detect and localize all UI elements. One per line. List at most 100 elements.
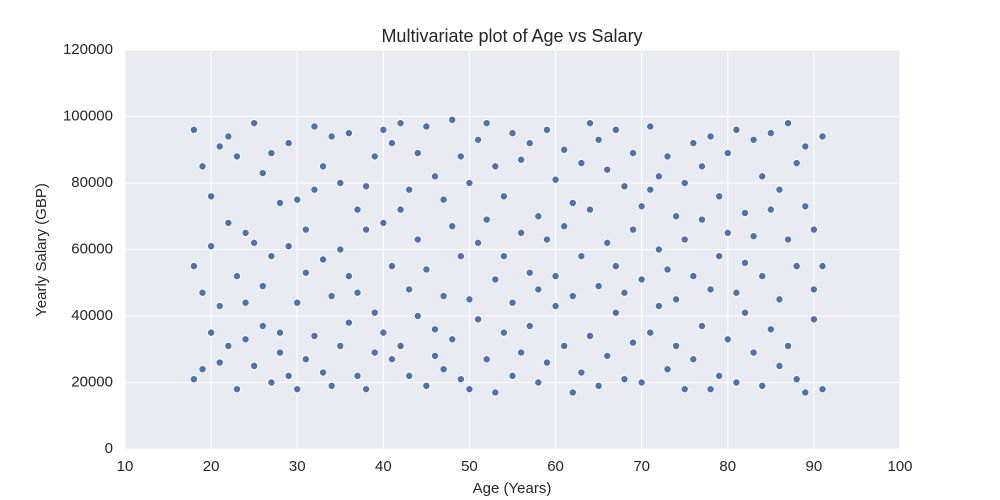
point bbox=[594, 381, 603, 390]
point bbox=[379, 218, 388, 227]
point bbox=[284, 242, 293, 251]
point bbox=[241, 228, 250, 237]
point bbox=[792, 262, 801, 271]
point bbox=[275, 198, 284, 207]
point bbox=[689, 272, 698, 281]
point bbox=[775, 361, 784, 370]
point bbox=[267, 252, 276, 261]
point bbox=[715, 252, 724, 261]
point bbox=[215, 358, 224, 367]
point bbox=[620, 182, 629, 191]
point bbox=[784, 235, 793, 244]
point bbox=[629, 225, 638, 234]
point bbox=[534, 212, 543, 221]
grid bbox=[124, 49, 901, 450]
point bbox=[215, 302, 224, 311]
point bbox=[801, 388, 810, 397]
point bbox=[336, 178, 345, 187]
point bbox=[775, 185, 784, 194]
point bbox=[517, 155, 526, 164]
point bbox=[568, 292, 577, 301]
point bbox=[551, 272, 560, 281]
point bbox=[258, 321, 267, 330]
point bbox=[775, 295, 784, 304]
point bbox=[405, 185, 414, 194]
point bbox=[336, 245, 345, 254]
point bbox=[680, 178, 689, 187]
y-tick-label: 60000 bbox=[71, 240, 113, 257]
x-tick-label: 50 bbox=[461, 458, 478, 475]
point bbox=[362, 182, 371, 191]
point bbox=[456, 375, 465, 384]
point bbox=[413, 149, 422, 158]
y-tick-label: 0 bbox=[105, 440, 113, 457]
x-tick-label: 100 bbox=[887, 458, 912, 475]
point bbox=[715, 371, 724, 380]
point bbox=[697, 162, 706, 171]
point bbox=[491, 388, 500, 397]
point bbox=[646, 328, 655, 337]
point bbox=[663, 265, 672, 274]
point bbox=[689, 355, 698, 364]
point bbox=[792, 375, 801, 384]
point bbox=[439, 195, 448, 204]
point bbox=[422, 381, 431, 390]
point bbox=[207, 242, 216, 251]
point bbox=[680, 235, 689, 244]
y-axis-label: Yearly Salary (GBP) bbox=[33, 183, 50, 317]
point bbox=[542, 125, 551, 134]
point bbox=[430, 172, 439, 181]
point bbox=[275, 328, 284, 337]
point bbox=[413, 235, 422, 244]
point bbox=[706, 285, 715, 294]
point bbox=[517, 228, 526, 237]
point bbox=[818, 262, 827, 271]
point bbox=[499, 328, 508, 337]
point bbox=[491, 162, 500, 171]
point bbox=[250, 119, 259, 128]
point bbox=[784, 341, 793, 350]
x-tick-label: 60 bbox=[547, 458, 564, 475]
point bbox=[732, 378, 741, 387]
point bbox=[224, 218, 233, 227]
point bbox=[525, 321, 534, 330]
point bbox=[568, 198, 577, 207]
point bbox=[620, 375, 629, 384]
point bbox=[741, 308, 750, 317]
point bbox=[654, 302, 663, 311]
point bbox=[637, 275, 646, 284]
point bbox=[224, 341, 233, 350]
point bbox=[611, 308, 620, 317]
point bbox=[474, 238, 483, 247]
point bbox=[568, 388, 577, 397]
point bbox=[741, 208, 750, 217]
point bbox=[474, 315, 483, 324]
point bbox=[362, 225, 371, 234]
point bbox=[809, 225, 818, 234]
point bbox=[448, 222, 457, 231]
point bbox=[430, 351, 439, 360]
point bbox=[353, 288, 362, 297]
point bbox=[336, 341, 345, 350]
point bbox=[327, 292, 336, 301]
point bbox=[301, 225, 310, 234]
point bbox=[387, 262, 396, 271]
point bbox=[344, 318, 353, 327]
point bbox=[706, 132, 715, 141]
point bbox=[637, 378, 646, 387]
point bbox=[663, 365, 672, 374]
point bbox=[258, 282, 267, 291]
point bbox=[654, 172, 663, 181]
point bbox=[577, 252, 586, 261]
point bbox=[672, 212, 681, 221]
point bbox=[508, 129, 517, 138]
point bbox=[379, 328, 388, 337]
point bbox=[723, 149, 732, 158]
point bbox=[353, 205, 362, 214]
point bbox=[396, 119, 405, 128]
point bbox=[344, 129, 353, 138]
points bbox=[189, 115, 827, 397]
point bbox=[801, 202, 810, 211]
point bbox=[370, 348, 379, 357]
point bbox=[491, 275, 500, 284]
